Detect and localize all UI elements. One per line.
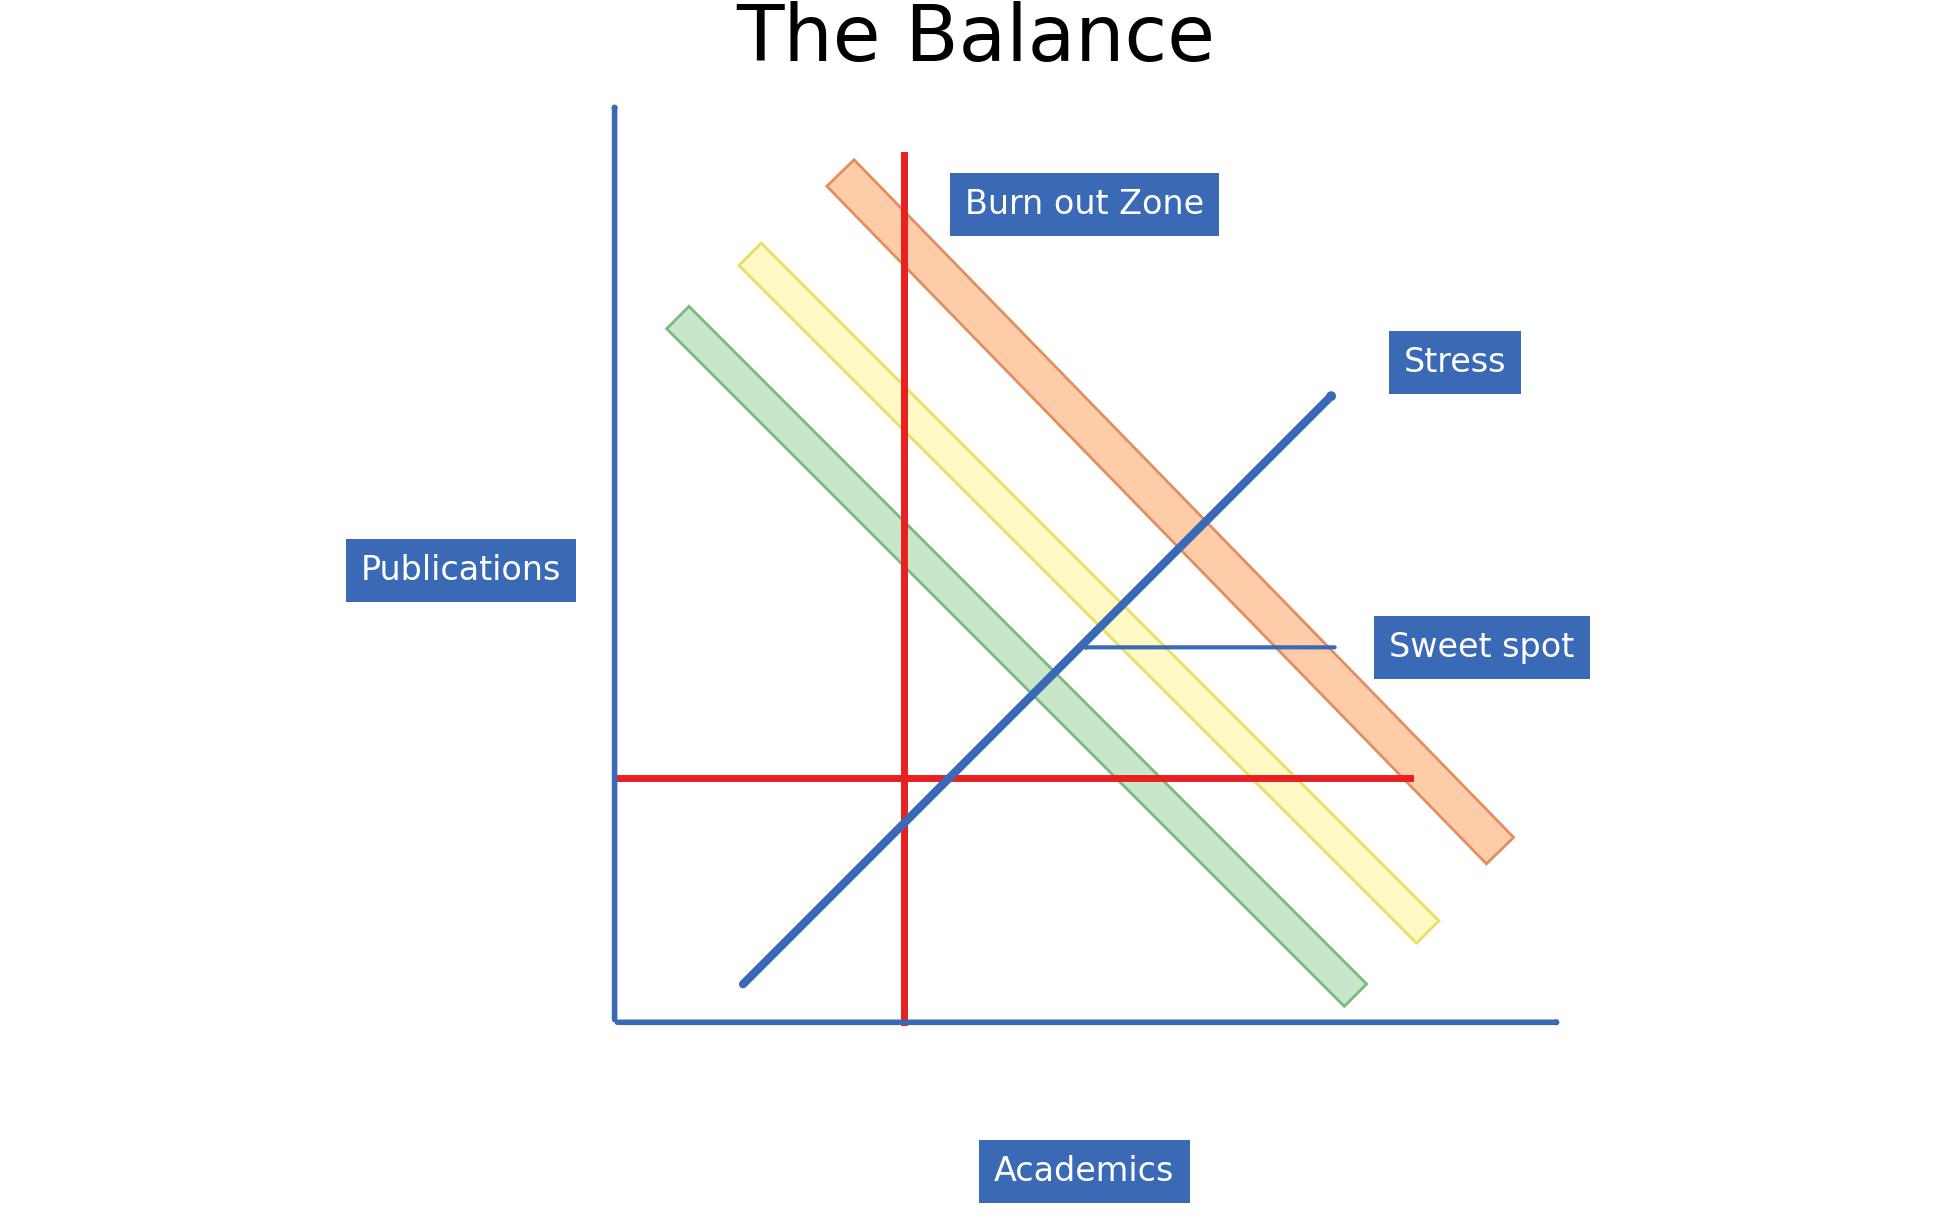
Text: Burn out Zone: Burn out Zone (964, 188, 1204, 221)
Polygon shape (668, 306, 1366, 1007)
Text: Sweet spot: Sweet spot (1390, 631, 1575, 664)
Polygon shape (828, 160, 1513, 863)
Text: Academics: Academics (994, 1154, 1175, 1187)
Polygon shape (740, 243, 1439, 943)
Text: The Balance: The Balance (736, 1, 1216, 77)
Text: Stress: Stress (1403, 346, 1507, 379)
Text: Publications: Publications (361, 554, 560, 587)
